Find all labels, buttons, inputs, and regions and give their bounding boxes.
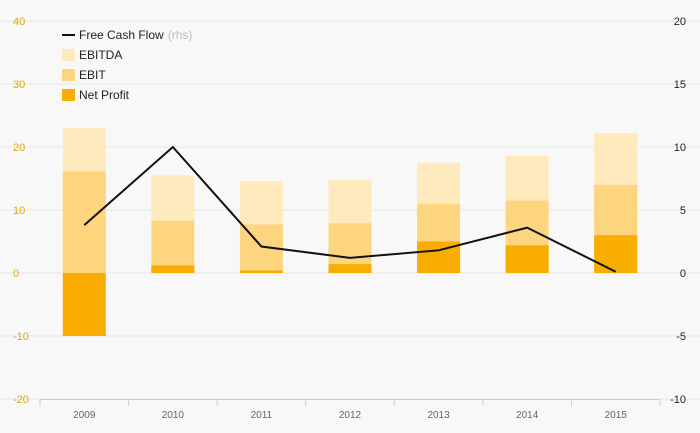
- y-right-tick-label: 0: [680, 268, 686, 280]
- y-left-tick-label: 40: [13, 16, 25, 28]
- y-right-tick-label: 10: [674, 142, 686, 154]
- x-tick-label: 2009: [73, 410, 96, 421]
- y-left-tick-label: 30: [13, 79, 25, 91]
- bar-net-profit-2015: [594, 235, 638, 273]
- y-left-tick-label: 20: [13, 142, 25, 154]
- y-right-tick-label: 15: [674, 79, 686, 91]
- x-tick-label: 2012: [339, 410, 362, 421]
- bar-ebit-2009: [62, 171, 106, 273]
- bar-net-profit-2012: [328, 264, 372, 273]
- bar-net-profit-2010: [151, 265, 195, 273]
- y-right-tick-label: -10: [670, 394, 686, 406]
- legend-label: EBIT: [79, 68, 106, 82]
- legend-label: Net Profit: [79, 88, 130, 102]
- legend-label: Free Cash Flow: [79, 28, 164, 42]
- legend-label-suffix: (rhs): [168, 28, 193, 42]
- bar-net-profit-2011: [239, 270, 283, 273]
- y-left-tick-label: 0: [13, 268, 19, 280]
- y-right-tick-label: 20: [674, 16, 686, 28]
- y-right-tick-label: -5: [676, 331, 686, 343]
- x-tick-label: 2013: [427, 410, 450, 421]
- bar-ebit-2010: [151, 220, 195, 273]
- x-tick-label: 2014: [516, 410, 539, 421]
- y-left-tick-label: -10: [13, 331, 29, 343]
- x-tick-label: 2011: [251, 410, 273, 421]
- bar-net-profit-2009: [62, 273, 106, 336]
- legend-swatch: [62, 49, 75, 61]
- y-left-tick-label: 10: [13, 205, 25, 217]
- x-tick-label: 2010: [162, 410, 185, 421]
- legend-label: EBITDA: [79, 48, 122, 62]
- y-right-tick-label: 5: [680, 205, 686, 217]
- legend-swatch: [62, 69, 75, 81]
- y-left-tick-label: -20: [13, 394, 29, 406]
- bar-net-profit-2014: [505, 245, 549, 273]
- line-free-cash-flow: [83, 145, 617, 273]
- x-tick-label: 2015: [605, 410, 628, 421]
- legend-swatch: [62, 89, 75, 101]
